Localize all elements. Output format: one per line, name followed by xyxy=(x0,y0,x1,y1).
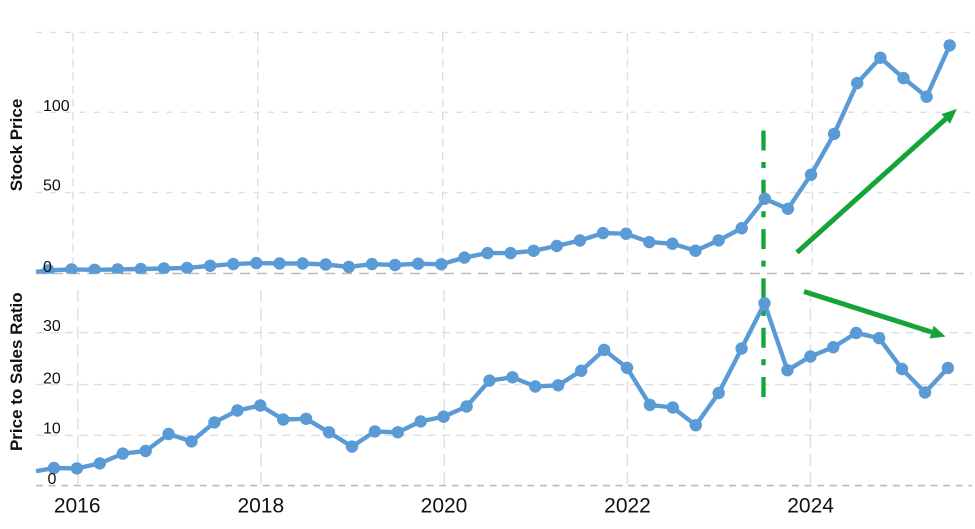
svg-text:0: 0 xyxy=(43,259,52,276)
svg-text:Stock Price: Stock Price xyxy=(7,99,26,192)
svg-text:2024: 2024 xyxy=(787,495,834,518)
svg-text:10: 10 xyxy=(43,420,61,437)
svg-text:30: 30 xyxy=(43,318,61,335)
svg-text:2016: 2016 xyxy=(54,495,101,518)
svg-text:2018: 2018 xyxy=(237,495,284,518)
svg-text:2020: 2020 xyxy=(421,495,468,518)
svg-text:2022: 2022 xyxy=(604,495,651,518)
svg-text:20: 20 xyxy=(43,370,61,387)
svg-text:50: 50 xyxy=(43,178,61,195)
svg-text:100: 100 xyxy=(43,98,70,115)
svg-text:Price to Sales Ratio: Price to Sales Ratio xyxy=(7,292,26,451)
svg-text:0: 0 xyxy=(48,471,57,488)
